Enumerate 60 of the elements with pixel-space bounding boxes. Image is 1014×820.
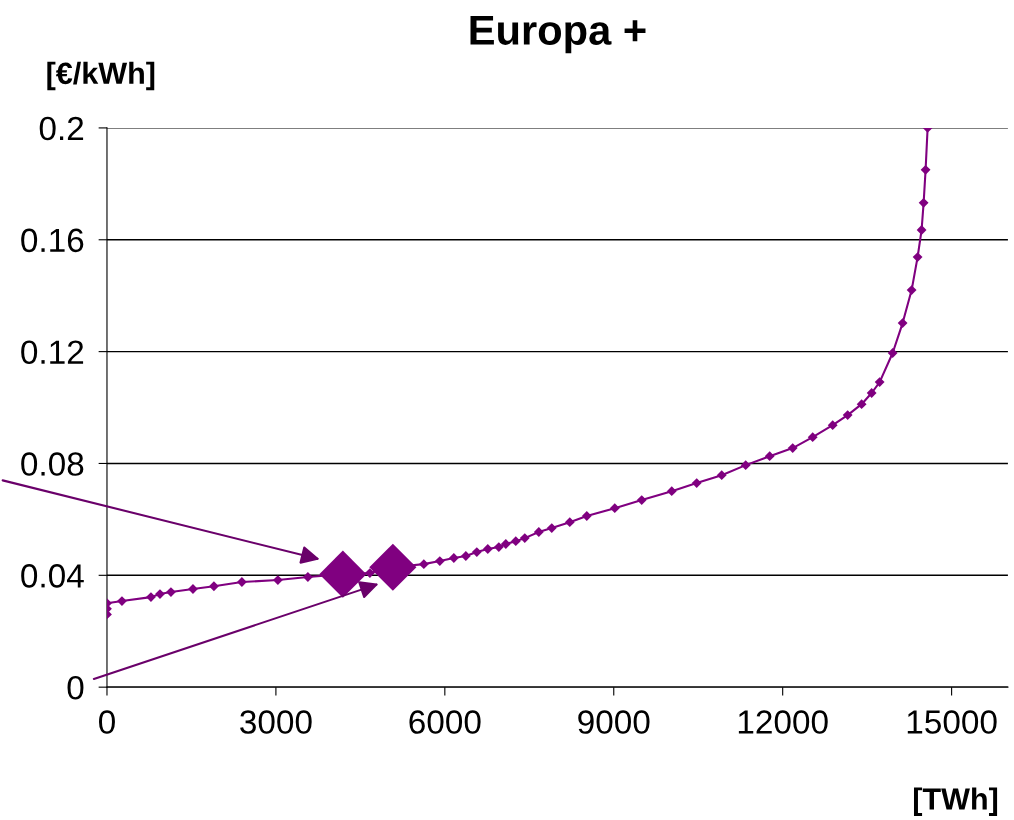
- chart-title: Europa +: [470, 15, 646, 54]
- point: [787, 443, 798, 453]
- point: [533, 527, 544, 537]
- point: [874, 377, 885, 387]
- x-tick-label: 15000: [907, 710, 997, 734]
- x-tick-label: 0: [99, 710, 115, 734]
- y-tick-label: 0.2: [39, 116, 84, 141]
- x-tick-label: 6000: [409, 710, 481, 734]
- point: [302, 572, 313, 582]
- point: [448, 553, 459, 563]
- point: [500, 539, 511, 549]
- point: [691, 478, 702, 488]
- point: [581, 511, 592, 521]
- point: [369, 543, 417, 591]
- point: [155, 589, 165, 599]
- point: [866, 388, 877, 398]
- point: [887, 348, 898, 358]
- y-tick-label: 0: [67, 675, 84, 700]
- y-axis-title: [€/kWh]: [47, 61, 155, 91]
- point: [460, 551, 471, 561]
- y-tick-label: 0.08: [21, 452, 84, 476]
- y-tick-label: 0.12: [21, 340, 84, 365]
- point: [510, 536, 521, 547]
- point: [471, 547, 482, 558]
- point: [827, 420, 838, 431]
- point: [636, 495, 647, 505]
- point: [764, 451, 775, 462]
- point: [434, 556, 445, 566]
- point: [856, 399, 867, 410]
- x-tick-label: 9000: [578, 710, 650, 734]
- point: [146, 592, 156, 603]
- point: [912, 252, 923, 263]
- x-tick-label: 3000: [240, 710, 312, 734]
- point: [482, 544, 493, 554]
- point: [920, 164, 931, 175]
- point: [897, 318, 908, 328]
- point: [493, 542, 504, 552]
- point: [666, 486, 677, 497]
- point: [916, 225, 927, 235]
- point: [906, 285, 917, 296]
- point: [272, 575, 283, 585]
- x-tick-label: 12000: [738, 710, 828, 734]
- y-tick-label: 0.04: [21, 564, 84, 588]
- point: [519, 533, 530, 544]
- point: [546, 523, 557, 533]
- point: [609, 503, 620, 514]
- point: [209, 581, 219, 592]
- point: [564, 517, 575, 528]
- point: [842, 410, 853, 420]
- x-axis-title: [TWh]: [913, 787, 998, 816]
- y-tick-label: 0.16: [21, 228, 84, 253]
- point: [716, 470, 727, 481]
- point: [236, 577, 247, 587]
- point: [319, 550, 367, 598]
- point: [807, 432, 818, 443]
- point: [166, 587, 176, 597]
- point: [364, 568, 375, 578]
- point: [918, 197, 929, 208]
- point: [418, 559, 429, 570]
- point: [740, 460, 751, 471]
